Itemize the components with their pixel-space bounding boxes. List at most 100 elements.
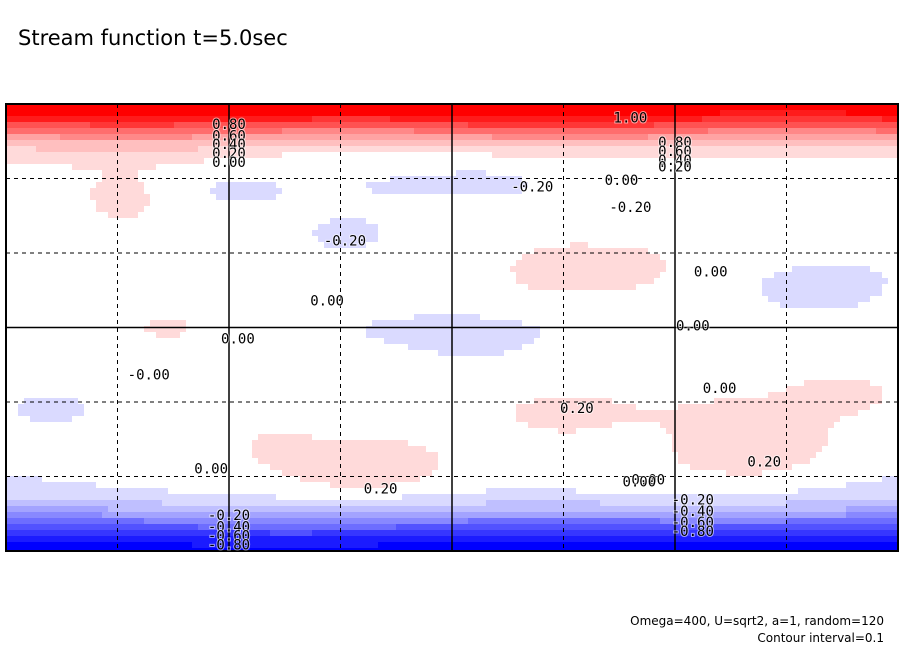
field-cell xyxy=(522,194,529,201)
field-cell xyxy=(780,182,787,189)
field-cell xyxy=(6,122,13,129)
field-cell xyxy=(732,278,739,285)
field-cell xyxy=(390,278,397,285)
field-cell xyxy=(750,128,757,135)
field-cell xyxy=(378,290,385,297)
field-cell xyxy=(156,188,163,195)
field-cell xyxy=(270,248,277,255)
field-cell xyxy=(744,206,751,213)
field-cell xyxy=(702,230,709,237)
field-cell xyxy=(150,200,157,207)
field-cell xyxy=(264,128,271,135)
field-cell xyxy=(876,284,883,291)
field-cell xyxy=(606,212,613,219)
field-cell xyxy=(558,236,565,243)
field-cell xyxy=(264,134,271,141)
field-cell xyxy=(198,140,205,147)
field-cell xyxy=(300,302,307,309)
field-cell xyxy=(390,260,397,267)
field-cell xyxy=(708,182,715,189)
field-cell xyxy=(258,224,265,231)
field-cell xyxy=(744,104,751,111)
field-cell xyxy=(636,182,643,189)
field-cell xyxy=(606,296,613,303)
field-cell xyxy=(198,146,205,153)
field-cell xyxy=(504,248,511,255)
field-cell xyxy=(516,182,523,189)
field-cell xyxy=(636,104,643,111)
field-cell xyxy=(780,266,787,273)
field-cell xyxy=(492,296,499,303)
field-cell xyxy=(282,260,289,267)
field-cell xyxy=(384,146,391,153)
field-cell xyxy=(510,260,517,267)
field-cell xyxy=(240,158,247,165)
field-cell xyxy=(528,284,535,291)
field-cell xyxy=(24,122,31,129)
field-cell xyxy=(804,116,811,123)
field-cell xyxy=(492,278,499,285)
field-cell xyxy=(276,182,283,189)
field-cell xyxy=(330,248,337,255)
field-cell xyxy=(474,122,481,129)
field-cell xyxy=(858,200,865,207)
field-cell xyxy=(696,188,703,195)
field-cell xyxy=(18,278,25,285)
field-cell xyxy=(156,302,163,309)
field-cell xyxy=(462,266,469,273)
field-cell xyxy=(258,200,265,207)
field-cell xyxy=(6,230,13,237)
field-cell xyxy=(216,188,223,195)
field-cell xyxy=(570,284,577,291)
field-cell xyxy=(882,290,889,297)
field-cell xyxy=(144,296,151,303)
field-cell xyxy=(504,158,511,165)
field-cell xyxy=(414,134,421,141)
field-cell xyxy=(372,122,379,129)
field-cell xyxy=(510,134,517,141)
field-cell xyxy=(588,218,595,225)
field-cell xyxy=(756,206,763,213)
field-cell xyxy=(402,296,409,303)
field-cell xyxy=(276,194,283,201)
field-cell xyxy=(438,272,445,279)
field-cell xyxy=(516,158,523,165)
field-cell xyxy=(798,188,805,195)
field-cell xyxy=(738,122,745,129)
field-cell xyxy=(648,260,655,267)
field-cell xyxy=(336,248,343,255)
field-cell xyxy=(654,266,661,273)
field-cell xyxy=(102,158,109,165)
field-cell xyxy=(24,236,31,243)
field-cell xyxy=(492,266,499,273)
field-cell xyxy=(294,176,301,183)
field-cell xyxy=(732,248,739,255)
field-cell xyxy=(66,134,73,141)
field-cell xyxy=(390,206,397,213)
field-cell xyxy=(54,194,61,201)
field-cell xyxy=(174,248,181,255)
field-cell xyxy=(360,242,367,249)
field-cell xyxy=(828,218,835,225)
field-cell xyxy=(756,104,763,111)
field-cell xyxy=(396,206,403,213)
field-cell xyxy=(168,188,175,195)
field-cell xyxy=(66,260,73,267)
field-cell xyxy=(42,242,49,249)
field-cell xyxy=(480,146,487,153)
field-cell xyxy=(816,188,823,195)
field-cell xyxy=(468,212,475,219)
field-cell xyxy=(336,224,343,231)
field-cell xyxy=(528,248,535,255)
field-cell xyxy=(864,200,871,207)
field-cell xyxy=(168,266,175,273)
field-cell xyxy=(702,254,709,261)
field-cell xyxy=(60,104,67,111)
field-cell xyxy=(96,176,103,183)
field-cell xyxy=(522,212,529,219)
field-cell xyxy=(330,212,337,219)
field-cell xyxy=(12,254,19,261)
field-cell xyxy=(864,236,871,243)
field-cell xyxy=(360,194,367,201)
field-cell xyxy=(288,122,295,129)
